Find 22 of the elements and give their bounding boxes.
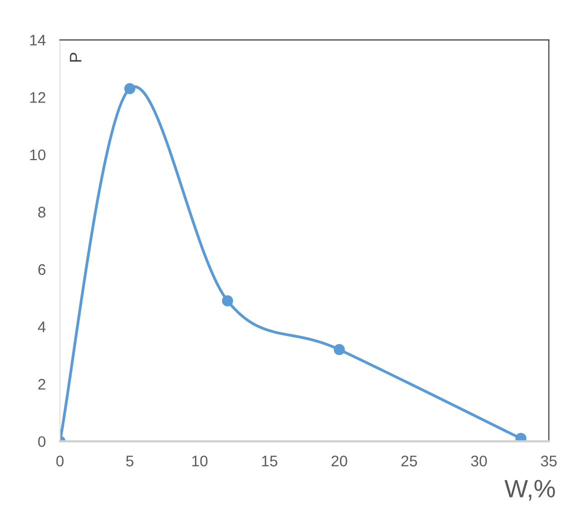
x-tick-label: 25 <box>401 456 418 466</box>
point <box>222 295 234 306</box>
x-tick-label: 15 <box>262 456 278 466</box>
x-tick-label: 0 <box>56 456 64 466</box>
y-tick-label: 0 <box>38 436 46 448</box>
point <box>515 432 526 442</box>
x-tick-label: 5 <box>126 456 134 466</box>
x-tick-label: 20 <box>332 456 348 466</box>
x-tick-label: 30 <box>471 456 487 466</box>
x-tick-label: 10 <box>192 456 208 466</box>
y-tick-label: 6 <box>38 264 46 275</box>
x-tick-label: 35 <box>540 456 557 466</box>
point <box>124 83 136 94</box>
y-tick-label: 4 <box>38 322 46 332</box>
y-tick-label: 2 <box>38 378 46 390</box>
y-tick-label: 8 <box>38 206 46 218</box>
point <box>334 344 345 356</box>
y-tick-label: 10 <box>30 149 46 160</box>
y-tick-label: 14 <box>30 34 46 46</box>
x-axis-title: W,% <box>504 480 555 500</box>
y-tick-label: 12 <box>30 92 46 103</box>
y-axis-title: P <box>70 52 82 62</box>
